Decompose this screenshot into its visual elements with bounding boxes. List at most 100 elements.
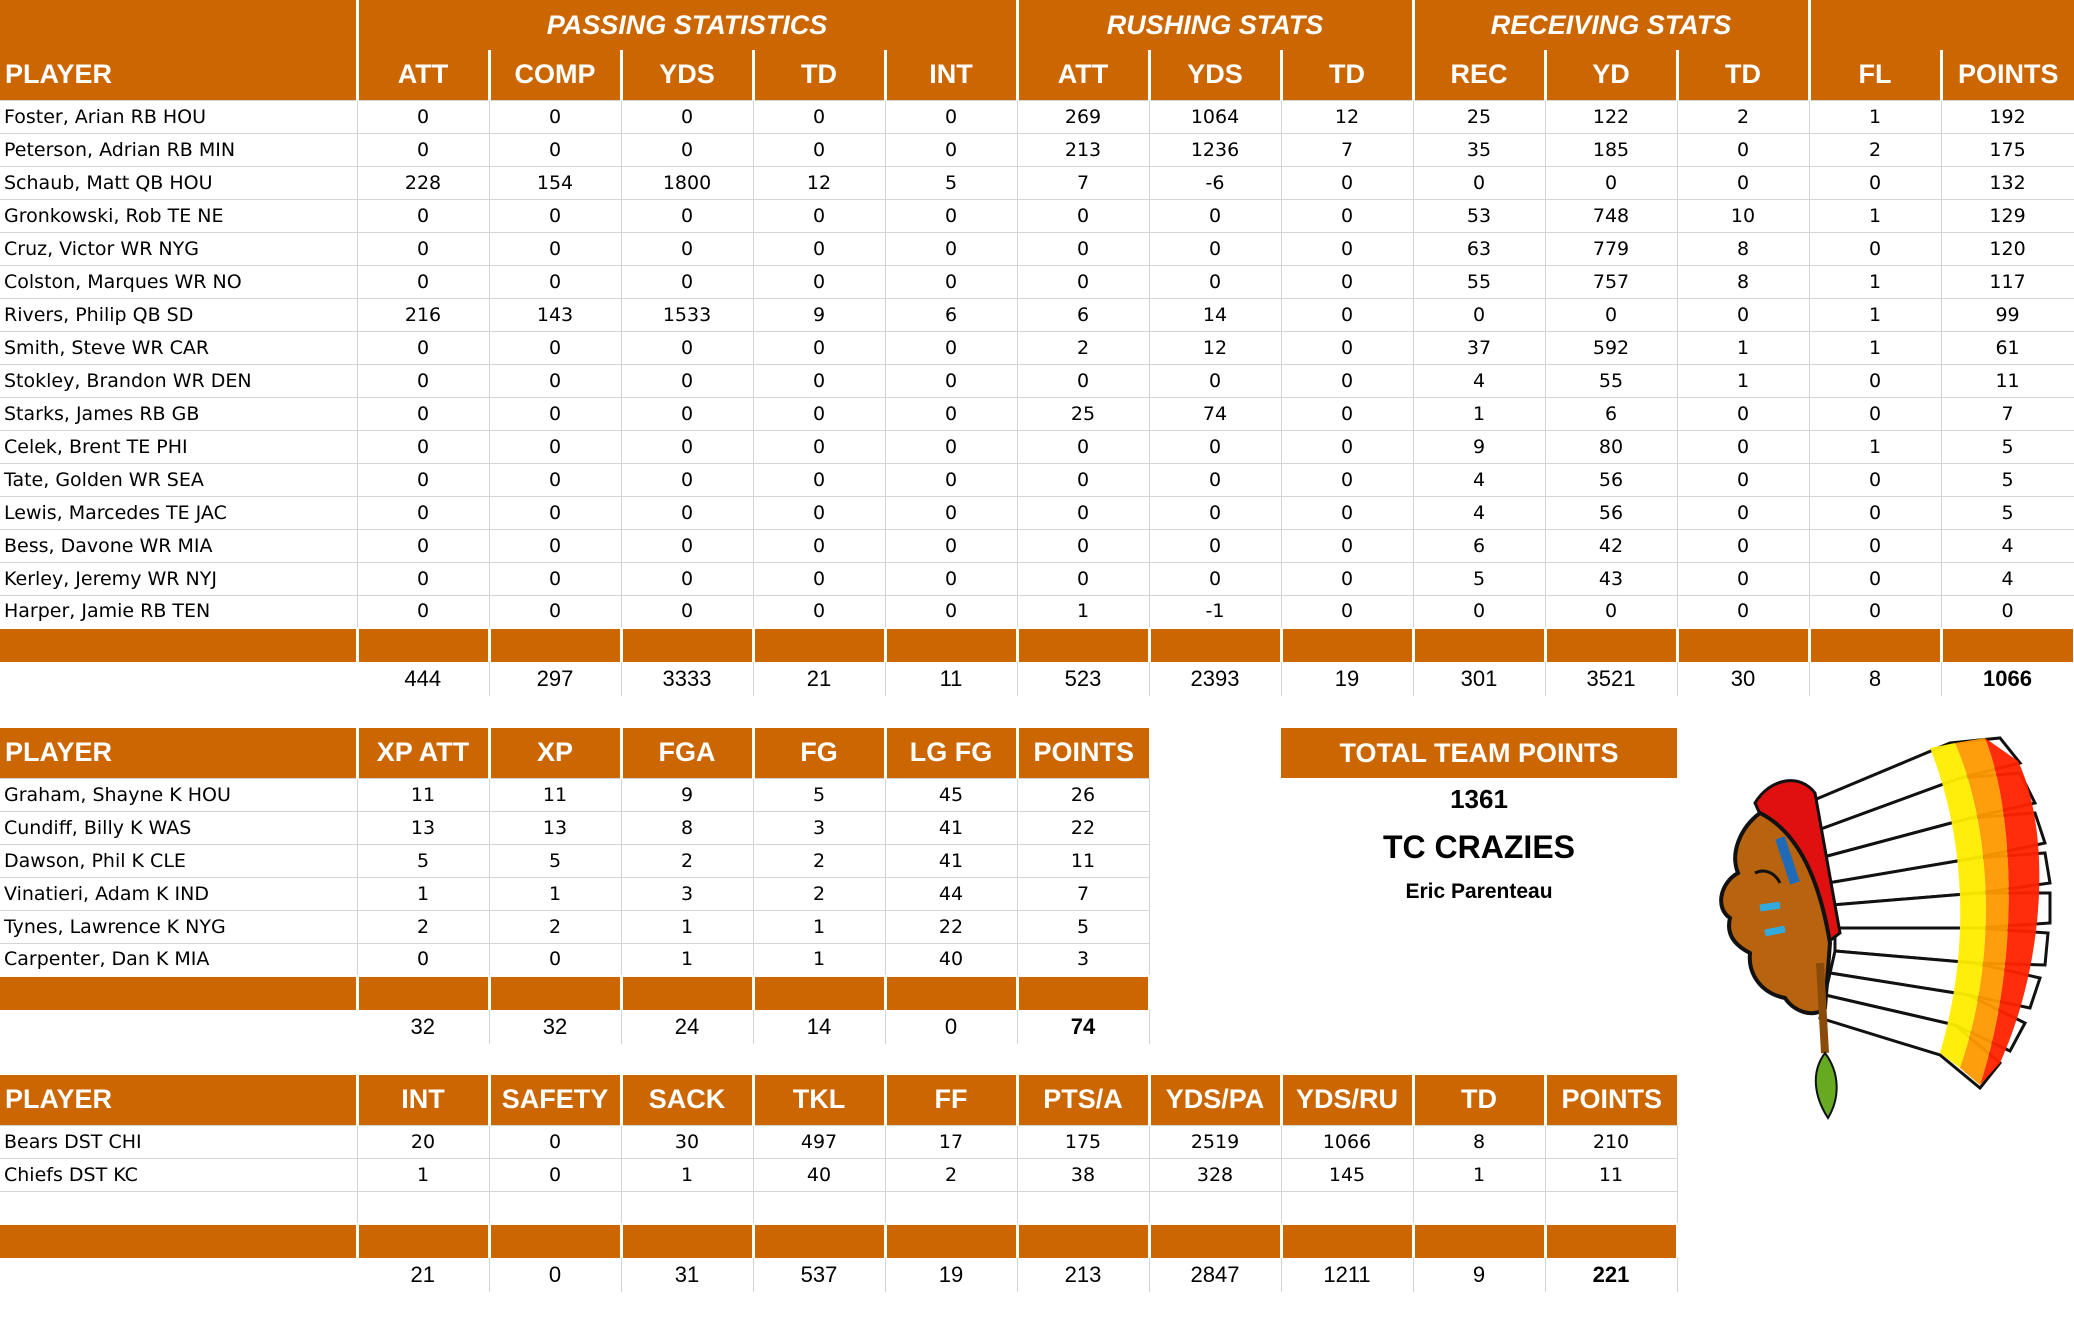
stat-cell[interactable]: 37 xyxy=(1412,330,1546,365)
stat-cell[interactable]: 0 xyxy=(1676,594,1810,629)
stat-cell[interactable]: 0 xyxy=(884,594,1018,629)
stat-cell[interactable]: 0 xyxy=(884,264,1018,299)
stat-cell[interactable]: 2 xyxy=(752,843,886,878)
stat-cell[interactable]: 11 xyxy=(1940,363,2074,398)
stat-cell[interactable]: 0 xyxy=(488,1157,622,1192)
stat-cell[interactable]: 63 xyxy=(1412,231,1546,266)
column-header-xp-att[interactable]: XP ATT xyxy=(355,728,489,778)
stat-cell[interactable]: 129 xyxy=(1940,198,2074,233)
stat-cell[interactable]: 9 xyxy=(1412,429,1546,464)
stat-cell[interactable]: 192 xyxy=(1940,99,2074,134)
stat-cell[interactable]: 0 xyxy=(884,396,1018,431)
stat-cell[interactable]: 0 xyxy=(1676,495,1810,530)
stat-cell[interactable]: 0 xyxy=(1280,231,1414,266)
player-name-cell[interactable]: Tate, Golden WR SEA xyxy=(0,462,358,497)
stat-cell[interactable]: 0 xyxy=(1676,462,1810,497)
stat-cell[interactable]: 40 xyxy=(884,942,1018,977)
stat-cell[interactable]: 11 xyxy=(488,777,622,812)
total-cell[interactable]: 3521 xyxy=(1545,662,1678,696)
stat-cell[interactable]: 0 xyxy=(488,198,622,233)
stat-cell[interactable] xyxy=(1016,1190,1150,1225)
stat-cell[interactable]: 5 xyxy=(1940,495,2074,530)
stat-cell[interactable]: 1066 xyxy=(1280,1124,1414,1159)
stat-cell[interactable]: 22 xyxy=(884,909,1018,944)
stat-cell[interactable]: 0 xyxy=(488,429,622,464)
total-cell[interactable]: 1211 xyxy=(1281,1258,1414,1292)
stat-cell[interactable]: 0 xyxy=(620,594,754,629)
stat-cell[interactable]: 1 xyxy=(1676,330,1810,365)
total-cell[interactable] xyxy=(0,1258,357,1292)
stat-cell[interactable]: 0 xyxy=(1676,396,1810,431)
stat-cell[interactable]: 41 xyxy=(884,810,1018,845)
stat-cell[interactable]: 0 xyxy=(1016,528,1150,563)
stat-cell[interactable]: 0 xyxy=(752,594,886,629)
stat-cell[interactable]: 4 xyxy=(1940,528,2074,563)
stat-cell[interactable]: 0 xyxy=(884,495,1018,530)
stat-cell[interactable]: -6 xyxy=(1148,165,1282,200)
stat-cell[interactable]: 2 xyxy=(752,876,886,911)
stat-cell[interactable]: 0 xyxy=(1016,264,1150,299)
stat-cell[interactable]: 0 xyxy=(1280,363,1414,398)
column-header-td[interactable]: TD xyxy=(1411,1075,1545,1125)
column-header-comp[interactable]: COMP xyxy=(487,50,621,100)
stat-cell[interactable]: 1236 xyxy=(1148,132,1282,167)
column-header-safety[interactable]: SAFETY xyxy=(487,1075,621,1125)
stat-cell[interactable]: 0 xyxy=(1808,231,1942,266)
player-name-cell[interactable] xyxy=(0,1190,358,1225)
player-name-cell[interactable]: Tynes, Lawrence K NYG xyxy=(0,909,358,944)
total-cell[interactable] xyxy=(0,1010,357,1044)
stat-cell[interactable]: 0 xyxy=(752,132,886,167)
stat-cell[interactable]: -1 xyxy=(1148,594,1282,629)
stat-cell[interactable]: 99 xyxy=(1940,297,2074,332)
stat-cell[interactable]: 1 xyxy=(356,1157,490,1192)
stat-cell[interactable] xyxy=(1412,1190,1546,1225)
stat-cell[interactable]: 0 xyxy=(1148,495,1282,530)
stat-cell[interactable]: 0 xyxy=(752,363,886,398)
stat-cell[interactable]: 0 xyxy=(488,462,622,497)
stat-cell[interactable]: 7 xyxy=(1940,396,2074,431)
stat-cell[interactable]: 0 xyxy=(1808,528,1942,563)
player-name-cell[interactable]: Cundiff, Billy K WAS xyxy=(0,810,358,845)
stat-cell[interactable]: 0 xyxy=(1676,132,1810,167)
total-cell[interactable]: 0 xyxy=(489,1258,622,1292)
column-header-pts-a[interactable]: PTS/A xyxy=(1015,1075,1149,1125)
stat-cell[interactable]: 210 xyxy=(1544,1124,1678,1159)
stat-cell[interactable]: 228 xyxy=(356,165,490,200)
stat-cell[interactable]: 0 xyxy=(1940,594,2074,629)
stat-cell[interactable]: 2 xyxy=(488,909,622,944)
stat-cell[interactable]: 0 xyxy=(488,330,622,365)
stat-cell[interactable]: 0 xyxy=(488,132,622,167)
stat-cell[interactable]: 779 xyxy=(1544,231,1678,266)
column-header-points[interactable]: POINTS xyxy=(1015,728,1149,778)
stat-cell[interactable]: 0 xyxy=(752,462,886,497)
column-header-yds-ru[interactable]: YDS/RU xyxy=(1279,1075,1413,1125)
column-header-player[interactable]: PLAYER xyxy=(0,50,357,100)
stat-cell[interactable]: 0 xyxy=(356,429,490,464)
stat-cell[interactable]: 7 xyxy=(1016,876,1150,911)
column-header-points[interactable]: POINTS xyxy=(1543,1075,1677,1125)
total-cell[interactable]: 19 xyxy=(885,1258,1018,1292)
total-points-cell[interactable]: 1066 xyxy=(1941,662,2074,696)
stat-cell[interactable]: 14 xyxy=(1148,297,1282,332)
stat-cell[interactable] xyxy=(1148,1190,1282,1225)
stat-cell[interactable]: 0 xyxy=(1808,363,1942,398)
stat-cell[interactable]: 0 xyxy=(1016,561,1150,596)
player-name-cell[interactable]: Rivers, Philip QB SD xyxy=(0,297,358,332)
stat-cell[interactable]: 26 xyxy=(1016,777,1150,812)
stat-cell[interactable]: 0 xyxy=(356,495,490,530)
stat-cell[interactable]: 4 xyxy=(1412,363,1546,398)
stat-cell[interactable]: 2 xyxy=(1808,132,1942,167)
stat-cell[interactable]: 0 xyxy=(752,330,886,365)
total-cell[interactable]: 0 xyxy=(885,1010,1018,1044)
stat-cell[interactable]: 1 xyxy=(488,876,622,911)
stat-cell[interactable]: 13 xyxy=(488,810,622,845)
total-cell[interactable]: 11 xyxy=(885,662,1018,696)
stat-cell[interactable]: 0 xyxy=(620,132,754,167)
stat-cell[interactable]: 0 xyxy=(884,99,1018,134)
column-header-att[interactable]: ATT xyxy=(1015,50,1150,100)
stat-cell[interactable] xyxy=(620,1190,754,1225)
player-name-cell[interactable]: Carpenter, Dan K MIA xyxy=(0,942,358,977)
stat-cell[interactable] xyxy=(1280,1190,1414,1225)
stat-cell[interactable] xyxy=(1544,1190,1678,1225)
column-header-yds-pa[interactable]: YDS/PA xyxy=(1147,1075,1281,1125)
